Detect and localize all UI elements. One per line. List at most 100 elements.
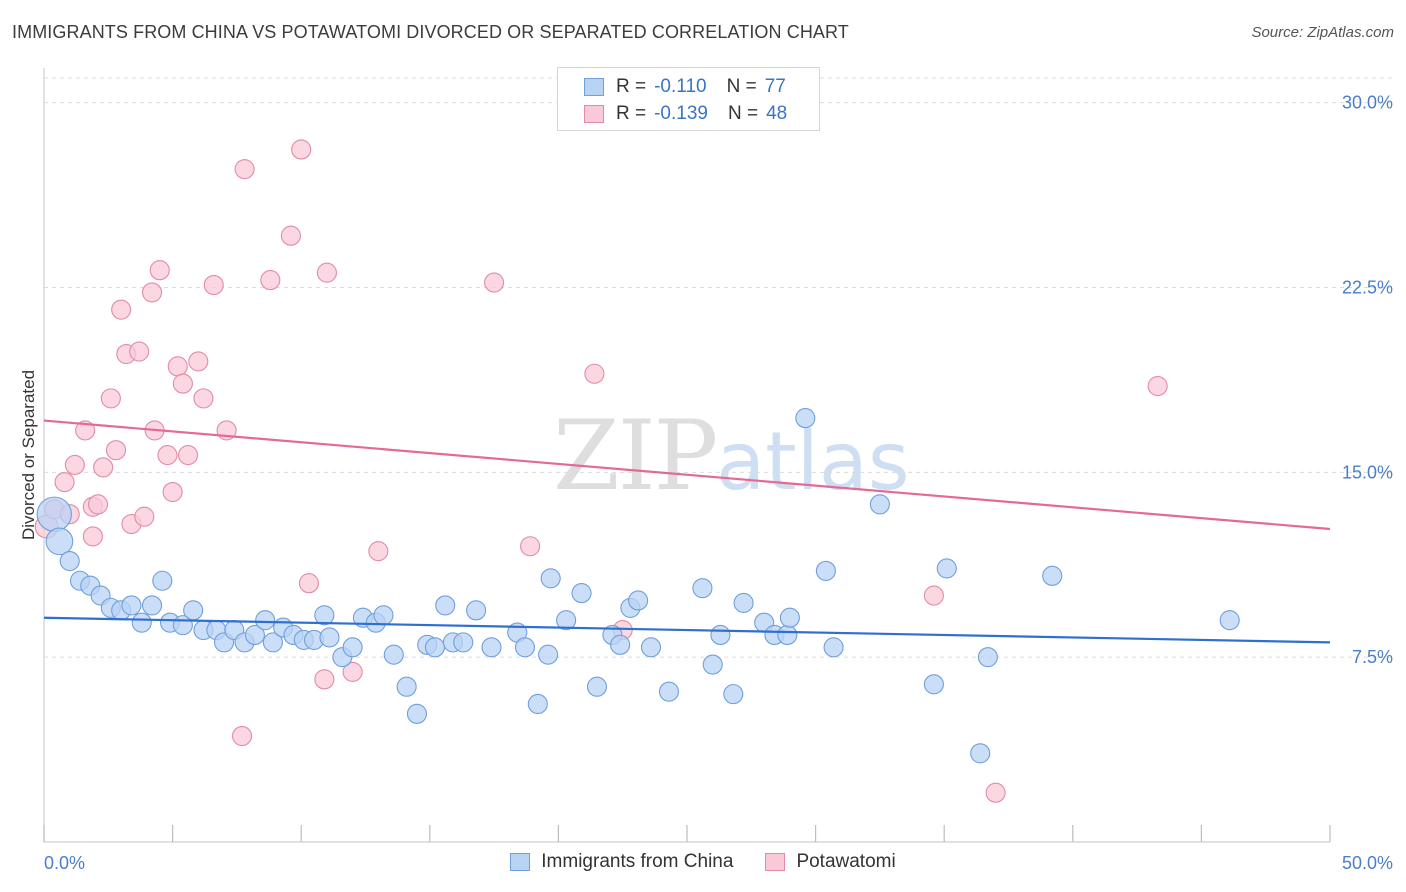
- chart-source: Source: ZipAtlas.com: [1251, 24, 1394, 41]
- data-point: [1219, 610, 1240, 631]
- data-point: [82, 526, 103, 547]
- data-point: [262, 632, 283, 653]
- legend-swatch-pink: [584, 105, 604, 123]
- legend-swatch-blue: [584, 78, 604, 96]
- data-point: [342, 637, 363, 658]
- data-point: [453, 632, 474, 653]
- data-point: [658, 681, 680, 702]
- data-point: [314, 605, 335, 626]
- data-point: [319, 627, 340, 648]
- data-point: [779, 607, 800, 628]
- trend-line-china: [43, 616, 1331, 644]
- watermark: ZIPatlas: [553, 400, 910, 512]
- y-tick-label: 22.5%: [1342, 277, 1393, 297]
- legend-swatch-blue: [510, 853, 531, 871]
- data-point: [342, 661, 363, 682]
- data-point: [134, 506, 155, 527]
- data-point: [640, 637, 662, 658]
- y-tick-label: 7.5%: [1352, 647, 1393, 667]
- legend-n-value: 48: [766, 103, 788, 124]
- legend-r-label: R =: [616, 76, 647, 97]
- data-point: [75, 420, 96, 441]
- data-point: [177, 445, 199, 466]
- legend-r-value: -0.139: [654, 103, 708, 124]
- data-point: [1042, 565, 1063, 586]
- data-point: [777, 624, 798, 646]
- legend-r-value: -0.110: [654, 76, 707, 97]
- data-point: [36, 496, 72, 532]
- data-point: [540, 568, 561, 589]
- y-tick-label: 15.0%: [1342, 462, 1393, 482]
- data-point: [93, 457, 114, 478]
- data-point: [869, 494, 890, 515]
- data-point: [121, 595, 142, 616]
- y-tick-label: 30.0%: [1342, 93, 1393, 113]
- data-point: [527, 693, 548, 715]
- legend-row-potawatomi: R = -0.139 N = 48: [584, 101, 787, 127]
- data-point: [244, 624, 265, 646]
- data-point: [538, 644, 559, 665]
- x-tick-label-max: 50.0%: [1342, 853, 1393, 873]
- legend-label-china: Immigrants from China: [541, 851, 734, 872]
- data-point: [291, 139, 312, 160]
- data-point: [87, 494, 109, 515]
- data-point: [571, 583, 592, 604]
- data-point: [723, 684, 744, 705]
- data-point: [970, 743, 991, 764]
- chart-title: IMMIGRANTS FROM CHINA VS POTAWATOMI DIVO…: [12, 22, 849, 42]
- data-point: [628, 590, 649, 611]
- correlation-legend: R = -0.110 N = 77 R = -0.139 N = 48: [557, 67, 820, 131]
- data-point: [823, 637, 844, 658]
- data-point: [172, 373, 193, 394]
- data-point: [424, 637, 445, 658]
- data-point: [157, 445, 178, 466]
- data-point: [162, 481, 183, 503]
- data-point: [183, 600, 204, 621]
- data-point: [152, 570, 173, 591]
- data-point: [129, 341, 150, 362]
- data-point: [149, 260, 170, 281]
- legend-item-potawatomi[interactable]: Potawatomi: [765, 851, 896, 873]
- data-point: [435, 595, 456, 616]
- data-point: [141, 282, 163, 303]
- data-point: [59, 550, 80, 572]
- data-point: [298, 573, 319, 594]
- data-point: [610, 634, 631, 655]
- data-point: [556, 610, 577, 631]
- data-point: [977, 647, 998, 668]
- data-point: [141, 595, 163, 616]
- data-point: [692, 578, 713, 599]
- legend-label-potawatomi: Potawatomi: [796, 851, 896, 872]
- data-point: [733, 592, 754, 613]
- data-point: [923, 585, 944, 606]
- watermark-zip: ZIP: [553, 400, 718, 512]
- data-point: [316, 262, 337, 283]
- data-point: [1147, 376, 1168, 397]
- legend-n-label: N =: [726, 76, 757, 97]
- data-point: [131, 612, 152, 633]
- axes: [43, 68, 1331, 843]
- data-point: [702, 654, 723, 675]
- series-immigrants-from-china: [36, 408, 1240, 764]
- data-point: [484, 272, 505, 293]
- data-point: [795, 408, 816, 429]
- data-point: [383, 644, 404, 665]
- data-point: [231, 725, 253, 747]
- data-point: [466, 600, 487, 621]
- y-axis-label: Divorced or Separated: [19, 370, 38, 540]
- data-point: [111, 299, 132, 320]
- legend-n-value: 77: [764, 76, 786, 97]
- data-point: [985, 782, 1006, 803]
- data-point: [586, 676, 608, 697]
- data-point: [481, 637, 502, 658]
- legend-item-china[interactable]: Immigrants from China: [510, 851, 733, 873]
- data-point: [584, 363, 605, 384]
- data-point: [255, 610, 276, 631]
- data-point: [54, 472, 75, 493]
- data-point: [167, 356, 188, 377]
- series-legend: Immigrants from China Potawatomi: [0, 851, 1406, 873]
- x-tick-label-min: 0.0%: [44, 853, 85, 873]
- data-point: [45, 527, 74, 556]
- data-point: [314, 669, 335, 690]
- legend-swatch-pink: [765, 853, 786, 871]
